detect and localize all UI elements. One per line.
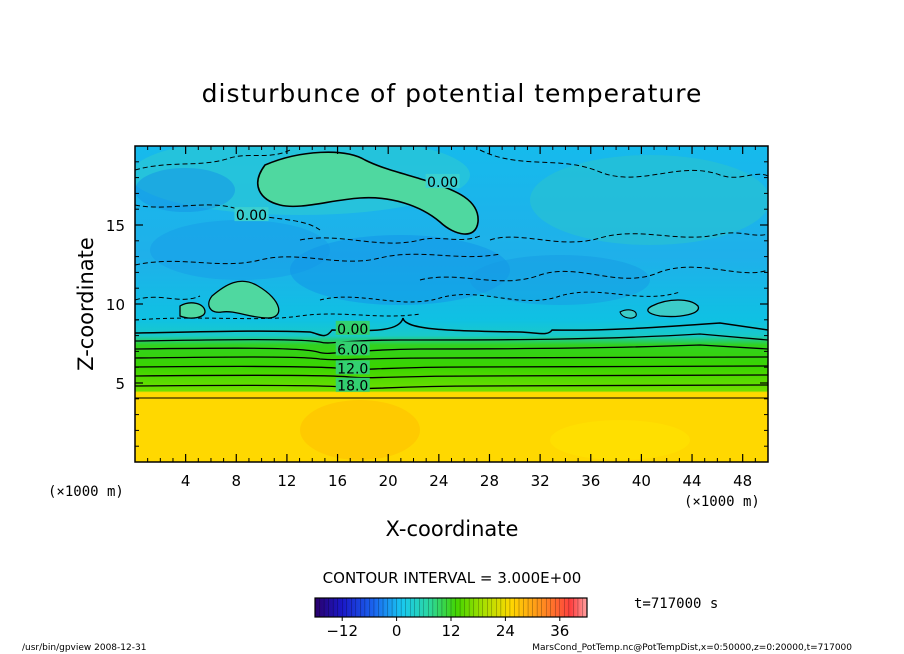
dashed-contour	[419, 266, 768, 282]
footer-right: MarsCond_PotTemp.nc@PotTempDist,x=0:5000…	[532, 643, 852, 653]
dashed-contour	[135, 295, 201, 301]
colorbar: −12 0 12 24 36	[314, 597, 588, 640]
colorbar-tick-label: 0	[392, 622, 402, 640]
colorbar-bins	[314, 598, 588, 617]
y-axis-unit: (×1000 m)	[48, 484, 124, 500]
dashed-contour	[299, 235, 481, 244]
colorbar-tick-label: −12	[326, 622, 358, 640]
plot-area	[135, 146, 768, 462]
contour-label-bg	[335, 341, 370, 356]
contour-label: 0.00	[337, 322, 368, 338]
contour-label-bg	[335, 360, 370, 375]
dashed-contour	[319, 291, 681, 303]
contour-label: 0.00	[236, 208, 267, 224]
field-patch	[290, 235, 510, 305]
contour-line	[135, 365, 768, 371]
x-tick-label: 36	[581, 472, 600, 490]
field-patch	[550, 420, 690, 460]
dashed-contour	[135, 253, 501, 266]
contour-label: 6.00	[337, 342, 368, 358]
field-patch	[530, 155, 768, 245]
warm-blob	[179, 302, 206, 319]
footer-left: /usr/bin/gpview 2008-12-31	[22, 643, 146, 653]
x-tick-label: 32	[531, 472, 550, 490]
colorbar-ticks: −12 0 12 24 36	[326, 617, 569, 640]
x-tick-label: 44	[682, 472, 701, 490]
x-tick-label: 24	[429, 472, 448, 490]
contour-labels: 0.00 6.00 12.0 18.0 0.00 0.00	[234, 173, 460, 395]
y-axis-label: Z-coordinate	[74, 237, 98, 371]
colorbar-tick-label: 12	[441, 622, 460, 640]
contour-label-bg	[234, 207, 269, 222]
contour-interval: CONTOUR INTERVAL = 3.000E+00	[323, 569, 582, 587]
contour-line	[135, 384, 768, 390]
x-tick-label: 12	[277, 472, 296, 490]
chart-title: disturbunce of potential temperature	[202, 79, 703, 108]
y-axis: 5 10 15	[106, 161, 768, 447]
x-axis-label: X-coordinate	[386, 517, 519, 541]
field-patch	[300, 400, 420, 460]
x-tick-label: 28	[480, 472, 499, 490]
field-patch	[135, 168, 235, 212]
dashed-contour	[135, 149, 291, 171]
x-axis: 4 8 12 16 20 24 28 32 36 40 44 48	[147, 146, 756, 490]
contour-line	[135, 356, 768, 361]
contour-line	[135, 374, 768, 379]
dashed-contour	[479, 149, 768, 178]
colorbar-tick-label: 36	[550, 622, 569, 640]
warm-blob	[619, 309, 637, 319]
y-tick-label: 15	[106, 217, 125, 235]
x-tick-label: 16	[328, 472, 347, 490]
x-axis-unit: (×1000 m)	[684, 494, 760, 510]
warm-blob	[647, 299, 699, 318]
field-patch	[150, 220, 330, 280]
contour-label: 12.0	[337, 361, 368, 377]
x-tick-label: 48	[733, 472, 752, 490]
x-tick-label: 20	[379, 472, 398, 490]
contour-label-bg	[425, 173, 460, 188]
contour-line	[135, 333, 768, 344]
dashed-contour	[489, 232, 768, 243]
x-tick-label: 8	[232, 472, 242, 490]
dashed-contour	[135, 313, 421, 321]
x-tick-label: 4	[181, 472, 191, 490]
contour-line	[135, 317, 768, 337]
time-label: t=717000 s	[634, 596, 718, 612]
y-tick-label: 10	[106, 296, 125, 314]
x-tick-label: 40	[632, 472, 651, 490]
contour-label-bg	[335, 377, 370, 392]
contour-label: 0.00	[427, 175, 458, 191]
colorbar-tick-label: 24	[496, 622, 515, 640]
contour-label: 18.0	[337, 379, 368, 395]
y-tick-label: 5	[115, 375, 125, 393]
contour-label-bg	[335, 320, 370, 335]
warm-blob	[257, 151, 479, 235]
